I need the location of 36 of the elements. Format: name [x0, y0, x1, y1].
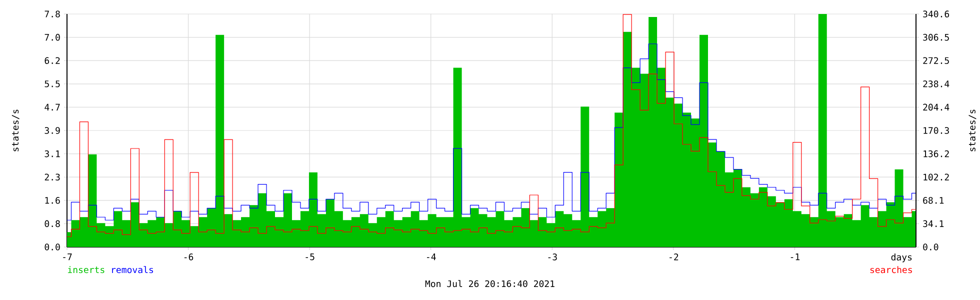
y-axis-title: states/s [12, 110, 20, 152]
x-tick-label: -3 [548, 254, 557, 260]
x-tick-label: -4 [427, 254, 436, 260]
y2-axis-title: states/s [968, 110, 976, 152]
text: Mon Jul 26 20:16:40 2021 [425, 280, 554, 288]
y2-tick-label: 340.6 [923, 10, 950, 18]
x-tick-label: -2 [670, 254, 678, 260]
y2-tick-label: 0.0 [923, 244, 938, 250]
y-tick-label: 4.7 [44, 104, 60, 110]
y2-tick-label: 102.2 [924, 174, 949, 180]
y-tick-label: 2.3 [44, 174, 60, 181]
y-tick-label: 3.1 [44, 150, 60, 158]
y2-tick-label: 170.3 [924, 127, 949, 134]
y2-tick-label: 136.2 [924, 150, 949, 158]
x-tick-label: -6 [184, 254, 194, 260]
y2-tick-label: 272.5 [923, 57, 949, 64]
y-tick-label: 6.2 [44, 57, 60, 64]
text: searches [870, 266, 912, 274]
y2-tick-label: 68.1 [923, 196, 944, 204]
text: removals [112, 266, 154, 274]
x-tick-label: -7 [63, 254, 72, 260]
y-tick-label: 7.0 [44, 34, 60, 41]
x-tick-label: -5 [306, 254, 314, 260]
y2-tick-label: 204.4 [923, 104, 950, 111]
text: inserts [68, 266, 104, 274]
x-tick-label: -1 [790, 254, 800, 260]
y-tick-label: 0.0 [44, 244, 60, 250]
y-tick-label: 3.9 [44, 127, 60, 134]
y-tick-label: 7.8 [44, 10, 60, 18]
y-tick-label: 5.5 [44, 80, 60, 88]
y2-tick-label: 34.1 [923, 220, 944, 228]
x-axis-title: days [891, 254, 912, 262]
y-tick-label: 1.6 [45, 196, 60, 204]
y2-tick-label: 306.5 [923, 34, 949, 41]
y-tick-label: 0.8 [44, 220, 60, 228]
y2-tick-label: 238.4 [923, 80, 950, 88]
